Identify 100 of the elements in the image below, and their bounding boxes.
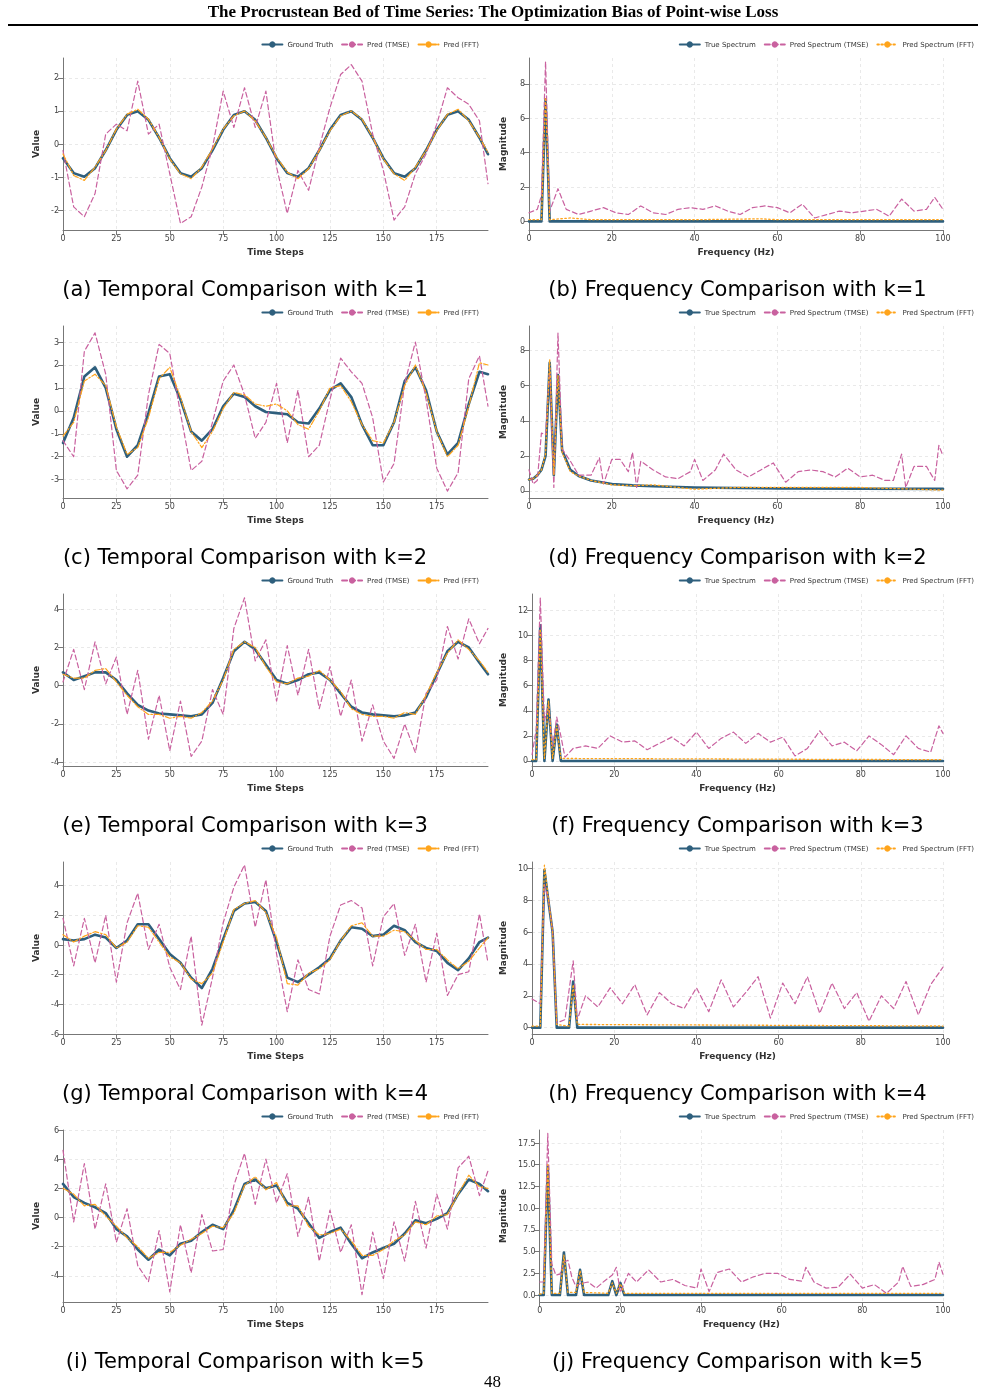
x-tick-label: 150	[375, 501, 391, 511]
y-tick-label: 2.5	[522, 1268, 536, 1278]
y-tick-label: -2	[51, 205, 59, 215]
y-tick-label: 3	[53, 337, 59, 347]
x-tick-label: 80	[855, 769, 866, 779]
x-tick-label: 100	[935, 1305, 951, 1315]
x-axis-title: Time Steps	[247, 246, 304, 257]
y-tick-label: 2	[53, 360, 59, 370]
x-tick-label: 75	[218, 1037, 229, 1047]
y-tick-label: 17.5	[517, 1138, 536, 1148]
y-tick-label: 2	[522, 731, 529, 741]
x-tick-label: 175	[429, 1037, 445, 1047]
x-tick-label: 20	[615, 1305, 626, 1315]
y-tick-label: -4	[51, 757, 59, 767]
x-tick-label: 75	[218, 769, 229, 779]
y-tick-label: 0	[519, 486, 525, 496]
x-tick-label: 75	[218, 233, 229, 243]
x-tick-label: 60	[772, 233, 783, 243]
x-axis-title: Frequency (Hz)	[699, 782, 776, 793]
y-tick-label: 4	[519, 148, 525, 158]
y-tick-label: -6	[51, 1029, 59, 1039]
x-tick-label: 25	[111, 501, 122, 511]
y-tick-label: 4	[53, 604, 59, 614]
y-tick-label: 12.5	[517, 1181, 536, 1191]
x-tick-label: 20	[609, 769, 620, 779]
x-tick-label: 125	[322, 501, 338, 511]
y-tick-label: -2	[51, 452, 59, 462]
x-tick-label: 100	[268, 233, 285, 243]
y-tick-label: -1	[51, 429, 59, 439]
x-tick-label: 100	[268, 501, 285, 511]
x-tick-label: 0	[60, 233, 66, 243]
x-tick-label: 150	[375, 1037, 391, 1047]
y-axis-title: Magnitude	[497, 652, 508, 708]
y-tick-label: -2	[51, 970, 59, 980]
y-tick-label: 8	[522, 895, 529, 905]
x-axis-title: Time Steps	[247, 782, 304, 793]
y-tick-label: 0	[53, 406, 59, 416]
y-axis-title: Magnitude	[497, 1188, 508, 1244]
x-tick-label: 25	[111, 233, 122, 243]
x-tick-label: 0	[60, 501, 66, 511]
x-tick-label: 50	[164, 501, 175, 511]
x-tick-label: 100	[268, 769, 285, 779]
x-tick-label: 175	[429, 501, 445, 511]
x-axis-title: Frequency (Hz)	[697, 246, 775, 257]
y-tick-label: 0	[522, 1023, 529, 1033]
y-tick-label: 5.0	[522, 1247, 536, 1257]
x-tick-label: 25	[111, 769, 122, 779]
text: (i) Temporal Comparison with k=5	[65, 1348, 425, 1373]
y-axis-title: Magnitude	[497, 920, 508, 976]
x-tick-label: 20	[609, 1037, 620, 1047]
x-tick-label: 80	[855, 1037, 866, 1047]
text: (b) Frequency Comparison with k=1	[548, 276, 927, 301]
x-tick-label: 20	[606, 233, 617, 243]
x-tick-label: 50	[164, 1305, 175, 1315]
y-tick-label: 2	[53, 643, 59, 653]
x-axis-title: Time Steps	[247, 514, 304, 525]
y-tick-label: -2	[51, 1242, 59, 1252]
y-axis-title: Value	[30, 665, 41, 695]
x-tick-label: 60	[773, 1037, 784, 1047]
y-tick-label: 0.0	[522, 1290, 536, 1300]
x-tick-label: 60	[772, 501, 783, 511]
x-tick-label: 80	[855, 501, 866, 511]
y-tick-label: -3	[51, 475, 59, 485]
x-tick-label: 175	[429, 1305, 445, 1315]
y-axis-title: Value	[30, 933, 41, 963]
x-tick-label: 100	[935, 233, 951, 243]
y-tick-label: -2	[51, 719, 59, 729]
y-tick-label: -4	[51, 1271, 59, 1281]
x-tick-label: 50	[164, 233, 175, 243]
y-tick-label: 10	[517, 630, 529, 640]
x-tick-label: 125	[322, 1305, 338, 1315]
y-tick-label: 12	[517, 605, 529, 615]
y-tick-label: 0	[53, 940, 59, 950]
x-tick-label: 25	[111, 1305, 122, 1315]
x-tick-label: 100	[935, 1037, 951, 1047]
y-tick-label: 2	[53, 910, 59, 920]
x-axis-title: Frequency (Hz)	[699, 1050, 776, 1061]
x-tick-label: 80	[855, 233, 866, 243]
x-tick-label: 125	[322, 1037, 338, 1047]
y-tick-label: 2	[519, 451, 525, 461]
x-tick-label: 0	[60, 1305, 66, 1315]
x-tick-label: 100	[935, 769, 951, 779]
text: (j) Frequency Comparison with k=5	[552, 1348, 923, 1373]
x-axis-title: Time Steps	[247, 1318, 304, 1329]
y-tick-label: 8	[519, 79, 525, 89]
y-axis-title: Value	[30, 129, 41, 159]
x-tick-label: 175	[429, 769, 445, 779]
x-tick-label: 100	[935, 501, 951, 511]
x-tick-label: 150	[375, 1305, 391, 1315]
x-tick-label: 60	[776, 1305, 787, 1315]
y-tick-label: 6	[53, 1125, 59, 1135]
x-tick-label: 80	[857, 1305, 868, 1315]
x-tick-label: 0	[60, 1037, 66, 1047]
y-tick-label: 8	[519, 346, 525, 356]
x-axis-title: Time Steps	[247, 1050, 304, 1061]
y-tick-label: 15.0	[517, 1160, 536, 1170]
x-tick-label: 60	[773, 769, 784, 779]
y-tick-label: 6	[522, 927, 529, 937]
x-tick-label: 40	[695, 1305, 707, 1315]
x-tick-label: 40	[689, 233, 700, 243]
